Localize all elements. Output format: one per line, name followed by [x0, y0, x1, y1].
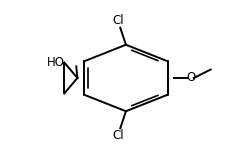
Text: Cl: Cl	[112, 129, 124, 142]
Text: O: O	[186, 71, 195, 85]
Text: Cl: Cl	[112, 14, 124, 27]
Text: HO: HO	[47, 56, 65, 69]
